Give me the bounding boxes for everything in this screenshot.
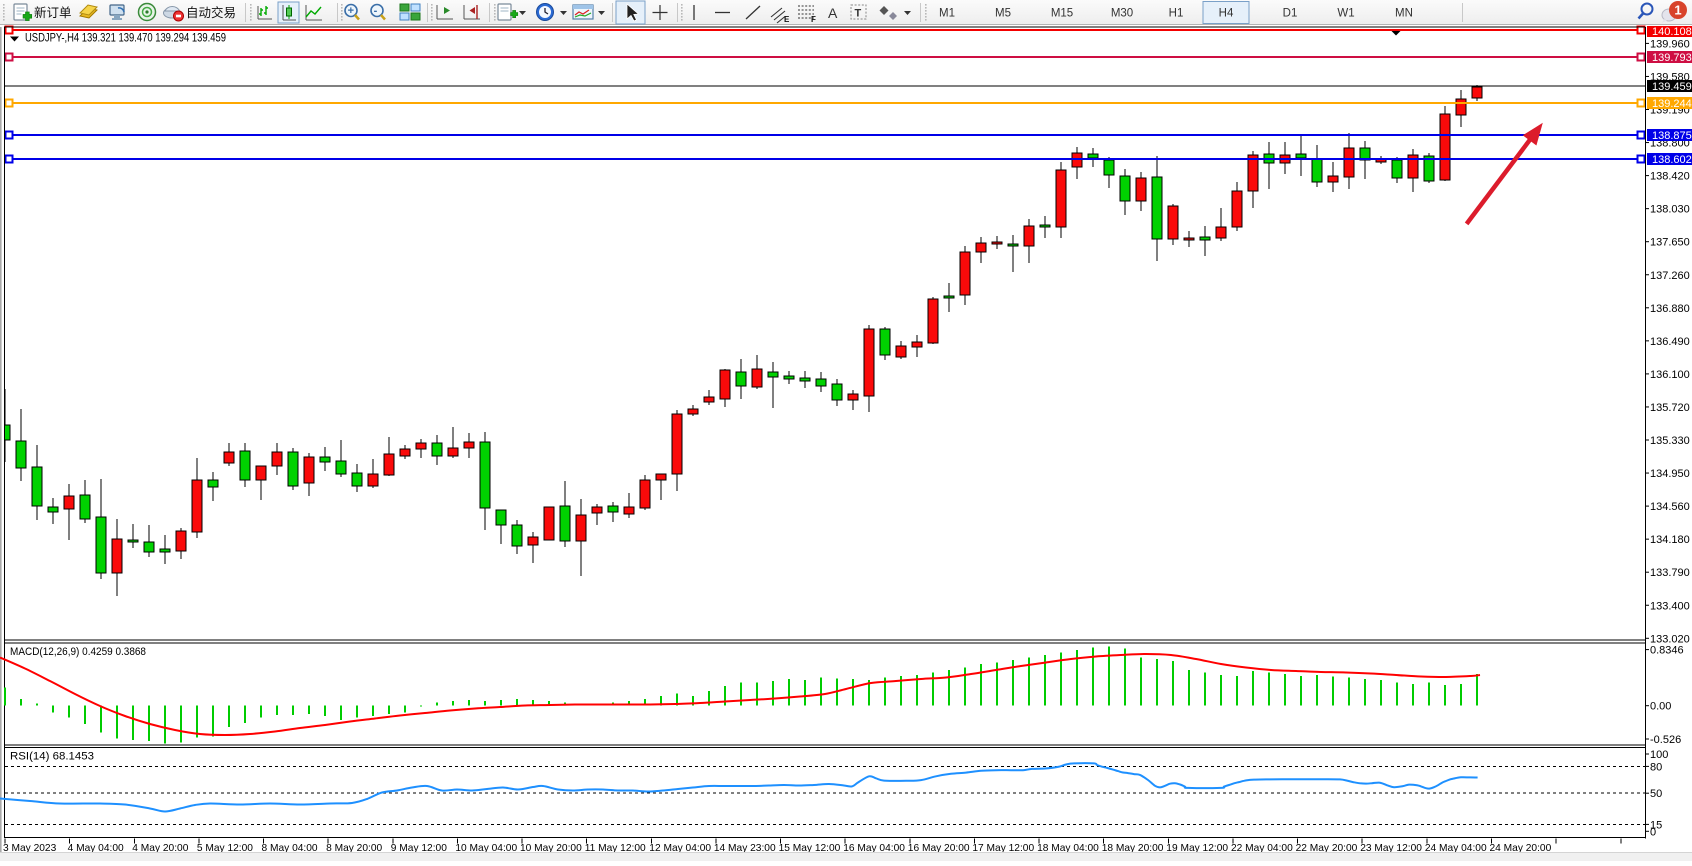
svg-text:D1: D1 bbox=[1283, 8, 1298, 20]
svg-text:4 May 20:00: 4 May 20:00 bbox=[132, 843, 188, 854]
svg-text:1: 1 bbox=[1674, 3, 1681, 18]
svg-text:A: A bbox=[828, 5, 838, 21]
svg-text:80: 80 bbox=[1650, 761, 1662, 773]
svg-text:F: F bbox=[811, 15, 816, 24]
svg-text:50: 50 bbox=[1650, 788, 1662, 800]
svg-text:139.960: 139.960 bbox=[1650, 38, 1690, 50]
svg-text:136.490: 136.490 bbox=[1650, 336, 1690, 348]
svg-text:137.650: 137.650 bbox=[1650, 237, 1690, 249]
svg-text:M1: M1 bbox=[939, 8, 955, 20]
svg-text:M15: M15 bbox=[1051, 8, 1073, 20]
svg-text:139.244: 139.244 bbox=[1652, 98, 1692, 110]
svg-text:0: 0 bbox=[1650, 826, 1656, 838]
svg-text:10 May 04:00: 10 May 04:00 bbox=[455, 843, 517, 854]
svg-text:11 May 12:00: 11 May 12:00 bbox=[585, 843, 646, 854]
svg-text:M30: M30 bbox=[1111, 8, 1133, 20]
svg-text:3 May 2023: 3 May 2023 bbox=[3, 843, 57, 854]
svg-text:23 May 12:00: 23 May 12:00 bbox=[1360, 843, 1422, 854]
svg-text:-: - bbox=[374, 5, 378, 17]
svg-text:10 May 20:00: 10 May 20:00 bbox=[520, 843, 582, 854]
svg-text:16 May 04:00: 16 May 04:00 bbox=[843, 843, 905, 854]
svg-text:138.875: 138.875 bbox=[1652, 130, 1692, 142]
svg-text:9 May 12:00: 9 May 12:00 bbox=[391, 843, 447, 854]
svg-text:15: 15 bbox=[1650, 819, 1662, 831]
svg-text:138.420: 138.420 bbox=[1650, 171, 1690, 183]
svg-text:5 May 12:00: 5 May 12:00 bbox=[197, 843, 253, 854]
svg-text:134.560: 134.560 bbox=[1650, 501, 1690, 513]
svg-text:139.459: 139.459 bbox=[1652, 81, 1692, 93]
svg-text:0.00: 0.00 bbox=[1650, 701, 1671, 713]
svg-text:140.108: 140.108 bbox=[1652, 26, 1692, 38]
svg-text:22 May 04:00: 22 May 04:00 bbox=[1231, 843, 1293, 854]
svg-text:136.100: 136.100 bbox=[1650, 369, 1690, 381]
svg-text:T: T bbox=[855, 8, 862, 20]
svg-text:16 May 20:00: 16 May 20:00 bbox=[908, 843, 970, 854]
svg-text:-0.526: -0.526 bbox=[1650, 734, 1681, 746]
svg-text:17 May 12:00: 17 May 12:00 bbox=[972, 843, 1034, 854]
svg-text:19 May 12:00: 19 May 12:00 bbox=[1166, 843, 1228, 854]
svg-text:136.880: 136.880 bbox=[1650, 303, 1690, 315]
svg-text:12 May 04:00: 12 May 04:00 bbox=[649, 843, 711, 854]
svg-text:W1: W1 bbox=[1337, 8, 1354, 20]
svg-text:新订单: 新订单 bbox=[34, 5, 72, 20]
svg-text:134.950: 134.950 bbox=[1650, 468, 1690, 480]
svg-text:133.790: 133.790 bbox=[1650, 567, 1690, 579]
svg-text:4 May 04:00: 4 May 04:00 bbox=[68, 843, 124, 854]
svg-text:139.793: 139.793 bbox=[1652, 52, 1692, 64]
svg-text:22 May 20:00: 22 May 20:00 bbox=[1296, 843, 1358, 854]
svg-text:0.8346: 0.8346 bbox=[1650, 645, 1684, 657]
svg-text:MACD(12,26,9) 0.4259 0.3868: MACD(12,26,9) 0.4259 0.3868 bbox=[10, 646, 146, 658]
svg-text:135.720: 135.720 bbox=[1650, 402, 1690, 414]
svg-text:8 May 04:00: 8 May 04:00 bbox=[262, 843, 318, 854]
svg-text:133.400: 133.400 bbox=[1650, 600, 1690, 612]
svg-text:8 May 20:00: 8 May 20:00 bbox=[326, 843, 382, 854]
svg-text:RSI(14) 68.1453: RSI(14) 68.1453 bbox=[10, 751, 94, 763]
svg-text:18 May 20:00: 18 May 20:00 bbox=[1102, 843, 1164, 854]
svg-text:18 May 04:00: 18 May 04:00 bbox=[1037, 843, 1099, 854]
svg-text:134.180: 134.180 bbox=[1650, 534, 1690, 546]
svg-text:H4: H4 bbox=[1219, 8, 1234, 20]
svg-text:H1: H1 bbox=[1169, 8, 1184, 20]
svg-text:138.030: 138.030 bbox=[1650, 204, 1690, 216]
svg-text:MN: MN bbox=[1395, 8, 1413, 20]
svg-text:E: E bbox=[784, 15, 790, 24]
svg-text:15 May 12:00: 15 May 12:00 bbox=[779, 843, 841, 854]
svg-text:+: + bbox=[348, 5, 354, 17]
svg-text:133.020: 133.020 bbox=[1650, 633, 1690, 645]
svg-text:M5: M5 bbox=[995, 8, 1011, 20]
svg-text:137.260: 137.260 bbox=[1650, 270, 1690, 282]
svg-text:135.330: 135.330 bbox=[1650, 435, 1690, 447]
svg-text:自动交易: 自动交易 bbox=[186, 5, 236, 20]
svg-text:24 May 04:00: 24 May 04:00 bbox=[1425, 843, 1487, 854]
svg-text:24 May 20:00: 24 May 20:00 bbox=[1490, 843, 1552, 854]
svg-text:100: 100 bbox=[1650, 749, 1668, 761]
svg-text:138.602: 138.602 bbox=[1652, 154, 1692, 166]
svg-text:14 May 23:00: 14 May 23:00 bbox=[714, 843, 776, 854]
svg-text:USDJPY-,H4 139.321 139.470 13: USDJPY-,H4 139.321 139.470 139.294 139.4… bbox=[25, 33, 226, 45]
